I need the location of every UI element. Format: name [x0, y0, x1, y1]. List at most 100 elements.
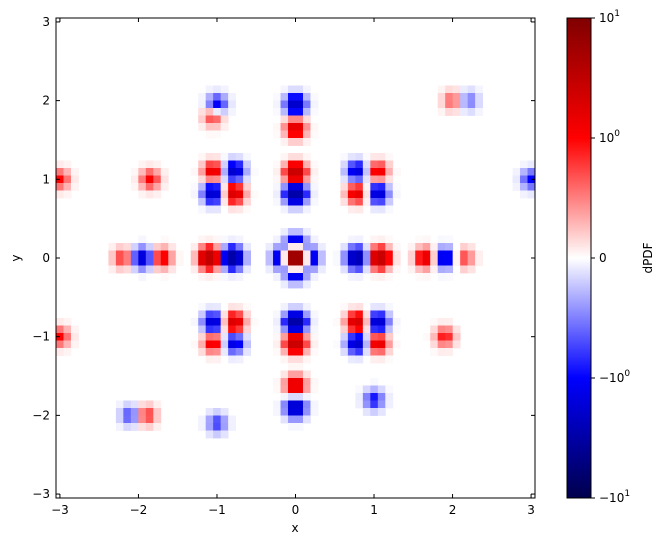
- heatmap-cell: [347, 348, 356, 356]
- heatmap-cell: [273, 243, 281, 251]
- heatmap-cell: [220, 273, 229, 281]
- heatmap-cell: [310, 348, 319, 356]
- heatmap-cell: [153, 250, 162, 259]
- heatmap-cell: [63, 340, 72, 349]
- heatmap-cell: [115, 250, 124, 259]
- heatmap-cell: [138, 175, 147, 184]
- heatmap-cell: [280, 168, 289, 176]
- heatmap-cell: [340, 160, 349, 169]
- heatmap-cell: [340, 153, 349, 161]
- heatmap-cell: [220, 415, 229, 424]
- heatmap-cell: [385, 348, 394, 356]
- heatmap-cell: [220, 123, 229, 131]
- heatmap-cell: [288, 355, 296, 364]
- heatmap-cell: [385, 153, 394, 161]
- heatmap-cell: [205, 100, 214, 109]
- heatmap-cell: [302, 340, 311, 349]
- x-tick-label: 0: [292, 503, 300, 517]
- heatmap-cell: [475, 250, 484, 259]
- heatmap-cell: [295, 130, 304, 139]
- heatmap-cell: [280, 348, 289, 356]
- heatmap-cell: [385, 400, 394, 409]
- heatmap-cell: [220, 183, 229, 191]
- heatmap-cell: [63, 183, 72, 191]
- heatmap-cell: [302, 205, 311, 214]
- heatmap-cell: [243, 153, 251, 161]
- heatmap-cell: [205, 333, 214, 341]
- heatmap-cell: [415, 250, 424, 259]
- heatmap-cell: [70, 333, 79, 341]
- heatmap-cell: [422, 250, 431, 259]
- heatmap-cell: [295, 183, 304, 191]
- heatmap-cell: [175, 250, 184, 259]
- heatmap-cell: [370, 190, 379, 199]
- heatmap-cell: [527, 190, 535, 199]
- heatmap-cell: [235, 273, 244, 281]
- heatmap-cell: [340, 243, 349, 251]
- heatmap-cell: [288, 385, 296, 394]
- x-axis-label: x: [291, 521, 298, 535]
- heatmap-cell: [362, 243, 371, 251]
- heatmap-cell: [302, 85, 311, 94]
- heatmap-cell: [377, 250, 386, 259]
- y-tick-label: −3: [32, 487, 50, 501]
- heatmap-cell: [370, 348, 379, 356]
- heatmap-cell: [355, 310, 364, 319]
- heatmap-cell: [295, 280, 304, 289]
- y-tick-label: 1: [42, 172, 50, 186]
- heatmap-cell: [280, 355, 289, 364]
- heatmap-cell: [198, 318, 207, 326]
- heatmap-cell: [160, 265, 169, 274]
- heatmap-cell: [347, 205, 356, 214]
- heatmap-cell: [377, 303, 386, 311]
- heatmap-cell: [370, 310, 379, 319]
- heatmap-cell: [452, 100, 461, 109]
- heatmap-cell: [273, 190, 281, 199]
- heatmap-cell: [347, 160, 356, 169]
- heatmap-cell: [205, 355, 214, 364]
- heatmap-cell: [355, 153, 364, 161]
- heatmap-cell: [430, 265, 439, 274]
- heatmap-cell: [56, 348, 64, 356]
- heatmap-cell: [235, 318, 244, 326]
- heatmap-cell: [332, 258, 341, 266]
- heatmap-cell: [205, 190, 214, 199]
- heatmap-cell: [288, 123, 296, 131]
- heatmap-cell: [385, 340, 394, 349]
- heatmap-cell: [392, 168, 401, 176]
- heatmap-cell: [280, 393, 289, 401]
- heatmap-cell: [115, 265, 124, 274]
- heatmap-cell: [362, 393, 371, 401]
- heatmap-cell: [377, 153, 386, 161]
- heatmap-cell: [243, 190, 251, 199]
- heatmap-cell: [467, 265, 476, 274]
- heatmap-cell: [220, 243, 229, 251]
- heatmap-cell: [280, 235, 289, 244]
- heatmap-cell: [205, 93, 214, 101]
- y-tick-label: 3: [42, 15, 50, 29]
- heatmap-cell: [340, 303, 349, 311]
- heatmap-cell: [273, 318, 281, 326]
- heatmap-cell: [422, 265, 431, 274]
- heatmap-cell: [273, 235, 281, 244]
- heatmap-cell: [198, 115, 207, 124]
- heatmap-cell: [310, 340, 319, 349]
- heatmap-cell: [228, 250, 237, 259]
- heatmap-cell: [332, 340, 341, 349]
- heatmap-cell: [385, 355, 394, 364]
- heatmap-cell: [347, 190, 356, 199]
- heatmap-cell: [467, 108, 476, 116]
- heatmap-cell: [370, 273, 379, 281]
- heatmap-cell: [130, 243, 139, 251]
- heatmap-cell: [460, 258, 469, 266]
- heatmap-cell: [63, 168, 72, 176]
- heatmap-cell: [280, 130, 289, 139]
- heatmap-cell: [355, 190, 364, 199]
- heatmap-cell: [235, 355, 244, 364]
- heatmap-cell: [115, 415, 124, 424]
- heatmap-cell: [362, 265, 371, 274]
- heatmap-cell: [198, 333, 207, 341]
- heatmap-cell: [130, 265, 139, 274]
- heatmap-cell: [295, 115, 304, 124]
- heatmap-cell: [145, 190, 154, 199]
